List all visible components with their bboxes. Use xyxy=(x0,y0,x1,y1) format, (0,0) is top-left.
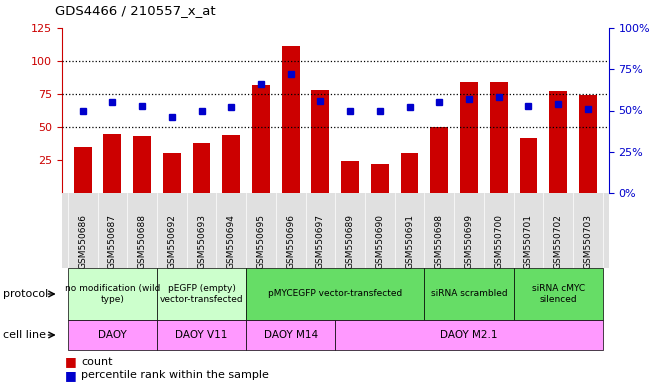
Text: pEGFP (empty)
vector-transfected: pEGFP (empty) vector-transfected xyxy=(159,284,243,304)
Text: percentile rank within the sample: percentile rank within the sample xyxy=(81,371,270,381)
Bar xyxy=(223,135,240,193)
Bar xyxy=(430,127,448,193)
Bar xyxy=(549,91,567,193)
Bar xyxy=(341,161,359,193)
Text: ■: ■ xyxy=(65,369,81,382)
Text: no modification (wild
type): no modification (wild type) xyxy=(64,284,160,304)
Text: GDS4466 / 210557_x_at: GDS4466 / 210557_x_at xyxy=(55,4,216,17)
Bar xyxy=(400,153,419,193)
Bar xyxy=(371,164,389,193)
Bar xyxy=(74,147,92,193)
Bar xyxy=(157,320,246,350)
Bar xyxy=(68,320,157,350)
Bar xyxy=(335,320,603,350)
Text: siRNA cMYC
silenced: siRNA cMYC silenced xyxy=(532,284,585,304)
Text: DAOY M2.1: DAOY M2.1 xyxy=(440,330,498,340)
Text: DAOY: DAOY xyxy=(98,330,127,340)
Text: DAOY V11: DAOY V11 xyxy=(175,330,228,340)
Bar xyxy=(311,90,329,193)
Text: count: count xyxy=(81,357,113,367)
Bar xyxy=(246,320,335,350)
Bar xyxy=(460,82,478,193)
Bar xyxy=(193,143,210,193)
Bar xyxy=(424,268,514,320)
Bar xyxy=(104,134,121,193)
Text: cell line: cell line xyxy=(3,330,46,340)
Bar xyxy=(579,95,597,193)
Bar xyxy=(519,137,537,193)
Bar xyxy=(157,268,246,320)
Bar xyxy=(514,268,603,320)
Text: siRNA scrambled: siRNA scrambled xyxy=(431,290,507,298)
Bar xyxy=(68,268,157,320)
Bar xyxy=(133,136,151,193)
Text: ■: ■ xyxy=(65,356,81,368)
Bar xyxy=(246,268,424,320)
Bar xyxy=(252,85,270,193)
Bar xyxy=(163,153,181,193)
Bar xyxy=(282,46,299,193)
Text: DAOY M14: DAOY M14 xyxy=(264,330,318,340)
Text: pMYCEGFP vector-transfected: pMYCEGFP vector-transfected xyxy=(268,290,402,298)
Bar xyxy=(490,82,508,193)
Text: protocol: protocol xyxy=(3,289,49,299)
